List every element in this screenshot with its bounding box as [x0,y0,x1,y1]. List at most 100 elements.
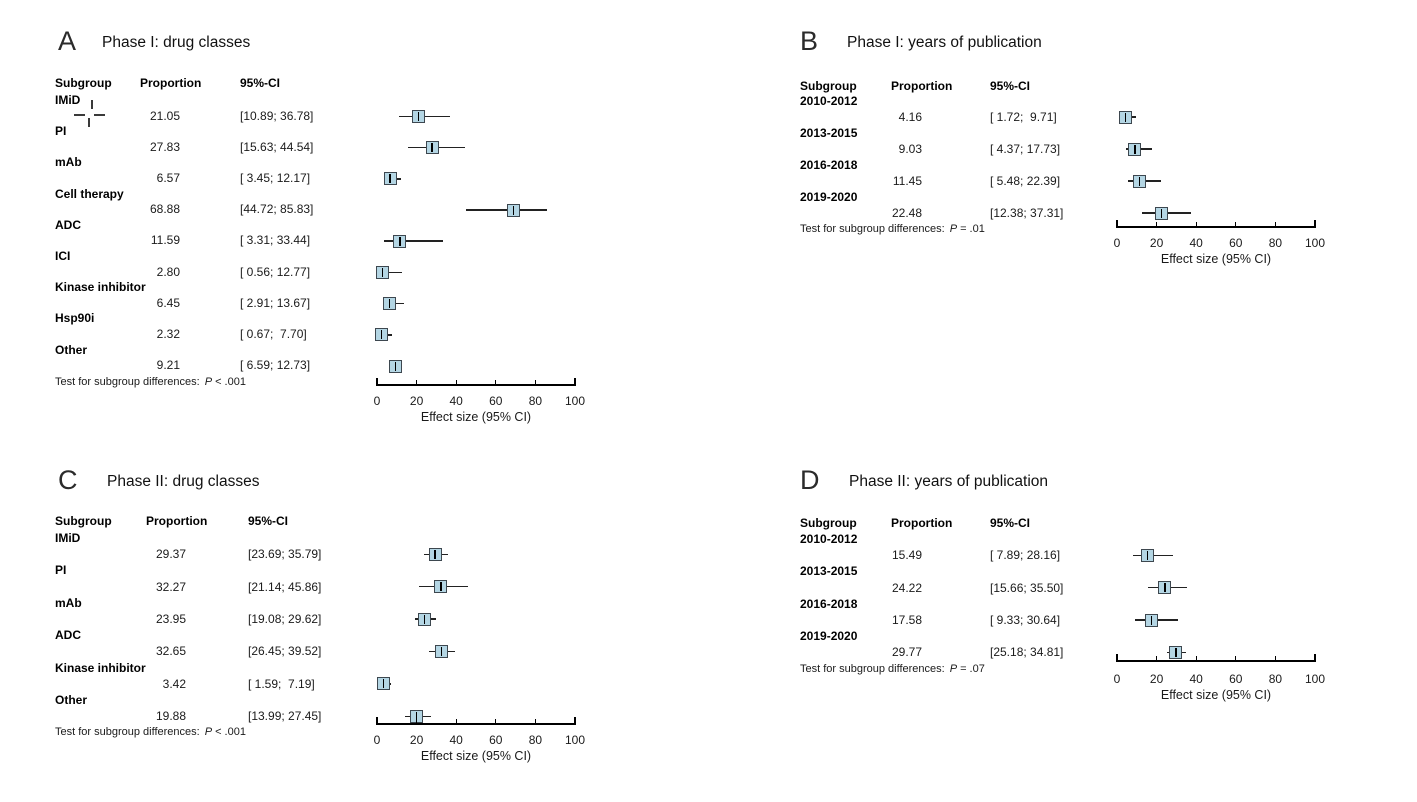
subgroup-label: ADC [55,628,81,643]
subgroup-test-line: Test for subgroup differences: P < .001 [55,726,246,738]
panel-title: Phase II: years of publication [849,473,1049,490]
proportion-value: 2.32 [156,327,180,341]
subgroup-label: 2019-2020 [800,190,858,204]
subgroup-test-line: Test for subgroup differences: P < .001 [55,376,246,388]
effect-estimate-tick [1124,112,1126,122]
x-axis-line [377,384,575,386]
proportion-value: 19.88 [155,709,186,724]
x-axis-tick-label: 100 [1304,672,1326,686]
cursor-dash-vertical-bottom [88,118,90,127]
column-header-proportion: Proportion [891,516,953,530]
proportion-value: 68.88 [149,202,180,217]
x-axis-tick-label: 40 [1189,236,1203,250]
proportion-value: 29.37 [155,547,186,562]
subgroup-label: 2010-2012 [800,94,858,108]
test-prefix: Test for subgroup differences: [55,726,200,739]
x-axis-tick [1235,655,1237,662]
x-axis-tick [574,716,576,725]
x-axis-tick [1116,219,1118,228]
proportion-value: 11.45 [892,174,922,188]
subgroup-label: ADC [55,217,81,232]
ci-value: [25.18; 34.81] [990,645,1064,660]
ci-value: [23.69; 35.79] [248,547,322,562]
effect-estimate-tick [512,205,515,215]
ci-value: [ 0.67; 7.70] [240,327,307,341]
ci-value: [ 0.56; 12.77] [240,264,311,279]
x-axis-tick [1235,221,1237,228]
proportion-value: 21.05 [149,108,180,123]
effect-estimate-tick [434,549,436,559]
subgroup-label: ICI [55,249,71,263]
effect-estimate-tick [417,111,420,121]
subgroup-label: Kinase inhibitor [55,660,146,675]
proportion-value: 2.80 [156,264,180,279]
test-prefix: Test for subgroup differences: [800,662,945,675]
p-value: < .001 [215,726,246,739]
column-header-proportion: Proportion [140,76,202,90]
subgroup-label: Hsp90i [55,311,95,326]
x-axis-line [1117,660,1315,662]
ci-interval-line [383,240,444,242]
x-axis-tick-label: 100 [1304,236,1326,250]
subgroup-label: Kinase inhibitor [55,280,146,295]
test-prefix: Test for subgroup differences: [55,375,200,388]
p-symbol: P [204,726,213,739]
panel-letter: D [800,465,820,495]
x-axis-tick-label: 0 [1113,672,1121,686]
ci-value: [12.38; 37.31] [990,206,1064,220]
effect-estimate-tick [1164,583,1166,593]
panel-title: Phase I: drug classes [102,34,251,51]
p-symbol: P [949,223,958,235]
effect-estimate-tick [1151,615,1153,625]
x-axis-tick [376,716,378,725]
x-axis-tick [1314,653,1316,662]
x-axis-tick-label: 40 [1189,672,1203,686]
ci-interval-line [465,209,547,211]
ci-value: [44.72; 85.83] [240,202,314,217]
x-axis-tick-label: 0 [373,733,381,747]
subgroup-label: 2013-2015 [800,564,858,579]
subgroup-test-line: Test for subgroup differences: P = .07 [800,663,985,675]
effect-estimate-tick [415,711,418,721]
x-axis-line [377,723,575,725]
effect-estimate-tick [431,143,433,153]
proportion-value: 6.45 [156,295,180,310]
x-axis-tick-label: 100 [564,733,586,747]
x-axis-tick [1314,219,1316,228]
column-header-subgroup: Subgroup [800,79,857,93]
effect-estimate-tick [1146,550,1149,560]
effect-estimate-tick [389,299,391,309]
cursor-dash-horizontal-left [74,114,85,116]
effect-estimate-tick [423,614,426,624]
subgroup-label: mAb [55,595,82,610]
proportion-value: 22.48 [891,206,922,220]
x-axis-tick [495,718,497,725]
ci-value: [ 1.72; 9.71] [990,110,1057,124]
subgroup-label: IMiD [55,531,81,545]
proportion-value: 4.16 [898,110,922,124]
effect-estimate-tick [383,679,385,689]
x-axis-tick [1155,221,1158,228]
ci-value: [ 3.31; 33.44] [240,233,311,248]
x-axis-tick [376,377,378,386]
column-header-ci: 95%-CI [248,514,289,528]
x-axis-line [1117,226,1315,228]
column-header-ci: 95%-CI [990,79,1031,93]
proportion-value: 23.95 [155,612,186,626]
ci-value: [13.99; 27.45] [248,709,322,724]
x-axis-title: Effect size (95% CI) [1160,688,1272,702]
proportion-value: 9.21 [156,358,180,373]
x-axis-tick-label: 40 [449,733,463,747]
proportion-value: 24.22 [891,580,922,595]
proportion-value: 6.57 [156,171,180,185]
column-header-ci: 95%-CI [990,516,1031,530]
x-axis-tick [455,379,457,386]
effect-estimate-tick [381,267,384,277]
x-axis-tick-label: 80 [1268,236,1283,250]
p-value: = .07 [960,662,985,675]
proportion-value: 15.49 [891,548,922,563]
